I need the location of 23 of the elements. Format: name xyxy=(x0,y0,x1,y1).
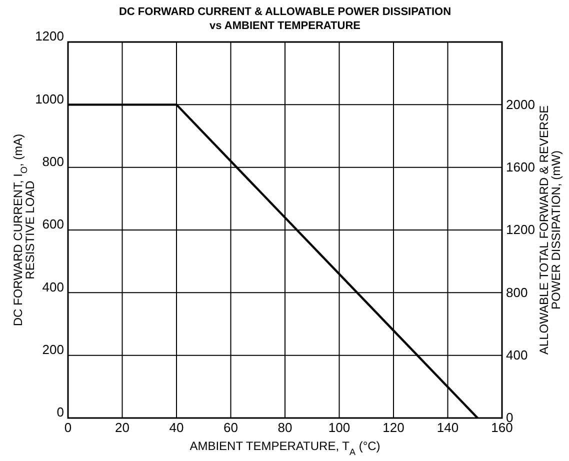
y2-tick-label: 2000 xyxy=(506,96,535,112)
y-tick-label: 200 xyxy=(42,342,64,358)
chart-subtitle: vs AMBIENT TEMPERATURE xyxy=(210,20,360,32)
y2-axis-title: ALLOWABLE TOTAL FORWARD & REVERSE POWER DISSIPATION, (mW) xyxy=(537,105,563,355)
y-tick-label: 600 xyxy=(42,216,64,232)
y2-tick-label: 1600 xyxy=(506,159,535,174)
x-axis-title: AMBIENT TEMPERATURE, T$_{A}$ (°C) xyxy=(190,439,380,457)
chart-title: DC FORWARD CURRENT & ALLOWABLE POWER DISSIPATION xyxy=(118,6,452,18)
x-tick-label: 20 xyxy=(115,420,130,436)
x-tick-label: 60 xyxy=(224,420,238,436)
y-tick-label: 1200 xyxy=(35,28,64,44)
y-tick-label: 0 xyxy=(56,404,64,420)
x-tick-label: 140 xyxy=(436,420,459,436)
y-tick-label: 400 xyxy=(42,279,64,294)
x-tick-label: 80 xyxy=(278,420,292,436)
y-tick-label: 1000 xyxy=(35,91,64,106)
y2-tick-label: 800 xyxy=(506,284,528,300)
x-tick-label: 120 xyxy=(382,420,404,436)
x-tick-label: 40 xyxy=(169,420,184,436)
y2-tick-label: 1200 xyxy=(506,222,535,238)
y2-tick-label: 400 xyxy=(506,347,528,362)
y-tick-label: 800 xyxy=(42,154,64,170)
x-tick-label: 100 xyxy=(328,420,350,436)
